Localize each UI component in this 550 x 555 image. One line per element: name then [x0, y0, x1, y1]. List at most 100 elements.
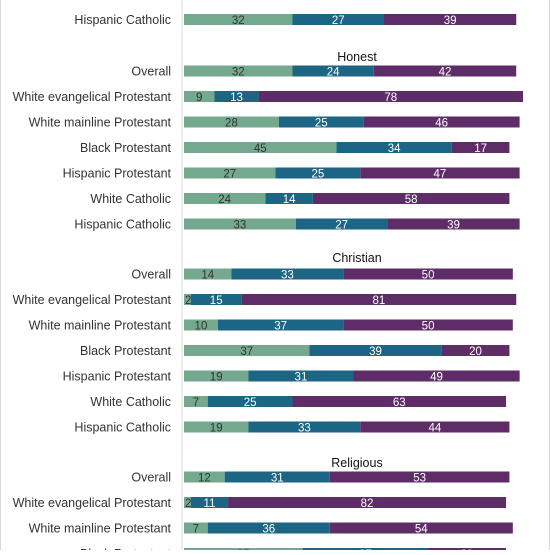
data-label: 47: [434, 168, 447, 180]
data-label: 45: [254, 143, 267, 155]
data-label: 11: [203, 498, 215, 510]
data-label: 31: [271, 472, 284, 484]
row-label: White mainline Protestant: [29, 522, 172, 536]
row-label: Hispanic Catholic: [74, 421, 171, 435]
bar-segment: [207, 522, 330, 534]
bar-segment: [353, 370, 520, 382]
bar-segment: [184, 193, 266, 204]
bar-segment: [184, 116, 279, 128]
row-label: White evangelical Protestant: [13, 90, 172, 104]
data-label: 44: [428, 422, 441, 434]
row-label: Hispanic Catholic: [74, 13, 171, 27]
bar-segment: [441, 345, 510, 356]
bar-segment: [184, 522, 208, 534]
bar-segment: [309, 345, 442, 356]
bar-segment: [292, 65, 374, 77]
data-label: 39: [447, 219, 460, 231]
bar-segment: [336, 142, 452, 153]
bar-segment: [184, 91, 215, 102]
data-label: 14: [201, 269, 214, 281]
bar-segment: [184, 370, 249, 382]
bar-segment: [343, 268, 513, 280]
data-label: 37: [274, 320, 287, 332]
data-label: 42: [439, 66, 452, 78]
data-label: 28: [225, 117, 238, 129]
data-label: 15: [210, 295, 223, 307]
bar-segment: [184, 167, 276, 179]
row-label: White evangelical Protestant: [13, 496, 172, 510]
bar-segment: [214, 91, 259, 102]
data-label: 33: [298, 422, 311, 434]
data-label: 7: [193, 523, 199, 535]
data-label: 46: [435, 117, 448, 129]
row-label: Hispanic Catholic: [74, 218, 171, 232]
data-label: 32: [232, 15, 245, 27]
bar-segment: [184, 345, 310, 356]
row-label: White mainline Protestant: [29, 319, 172, 333]
bar-segment: [295, 218, 388, 230]
data-label: 50: [422, 320, 435, 332]
data-label: 53: [413, 472, 426, 484]
data-label: 25: [244, 397, 257, 409]
row-label: Overall: [131, 471, 171, 485]
data-label: 25: [312, 168, 325, 180]
data-label: 33: [234, 219, 247, 231]
bar-segment: [373, 65, 517, 77]
bar-segment: [224, 471, 330, 483]
row-label: White Catholic: [90, 192, 171, 206]
bar-segment: [184, 497, 191, 508]
bar-segment: [329, 522, 513, 534]
data-label: 20: [469, 346, 482, 358]
data-label: 19: [210, 371, 223, 383]
bar-segment: [258, 91, 523, 102]
bar-segment: [184, 218, 296, 230]
data-label: 63: [393, 397, 406, 409]
bar-segment: [451, 142, 510, 153]
data-label: 39: [369, 346, 382, 358]
data-label: 37: [240, 346, 253, 358]
data-label: 25: [315, 117, 328, 129]
bar-segment: [228, 497, 507, 508]
data-label: 31: [295, 371, 308, 383]
bar-segment: [207, 396, 293, 407]
data-label: 50: [422, 269, 435, 281]
data-label: 2: [185, 498, 191, 510]
bar-segment: [184, 65, 293, 77]
data-label: 58: [405, 194, 418, 206]
data-label: 7: [193, 397, 199, 409]
data-label: 14: [283, 194, 296, 206]
data-label: 27: [332, 15, 345, 27]
data-label: 24: [218, 194, 231, 206]
data-label: 2: [185, 295, 191, 307]
bar-segment: [190, 294, 242, 305]
data-label: 82: [361, 498, 374, 510]
data-label: 13: [230, 92, 243, 104]
data-label: 17: [474, 143, 487, 155]
data-label: 24: [327, 66, 340, 78]
bar-segment: [292, 396, 507, 407]
left-border: [0, 0, 1, 550]
row-label: Overall: [131, 268, 171, 282]
bar-segment: [292, 14, 385, 25]
data-label: 81: [373, 295, 386, 307]
bar-segment: [275, 167, 361, 179]
data-label: 10: [195, 320, 208, 332]
bar-segment: [384, 14, 517, 25]
row-label: Hispanic Protestant: [63, 167, 172, 181]
bar-segment: [184, 142, 337, 153]
data-label: 49: [430, 371, 443, 383]
bar-segment: [363, 116, 520, 128]
bar-segment: [265, 193, 313, 204]
data-label: 33: [281, 269, 294, 281]
bar-segment: [248, 421, 361, 433]
bar-segment: [184, 268, 232, 280]
row-label: White evangelical Protestant: [13, 293, 172, 307]
bar-segment: [329, 471, 510, 483]
data-label: 27: [335, 219, 348, 231]
bar-segment: [190, 497, 229, 508]
data-label: 19: [210, 422, 223, 434]
data-label: 39: [444, 15, 457, 27]
data-label: 78: [384, 92, 397, 104]
bar-segment: [278, 116, 364, 128]
